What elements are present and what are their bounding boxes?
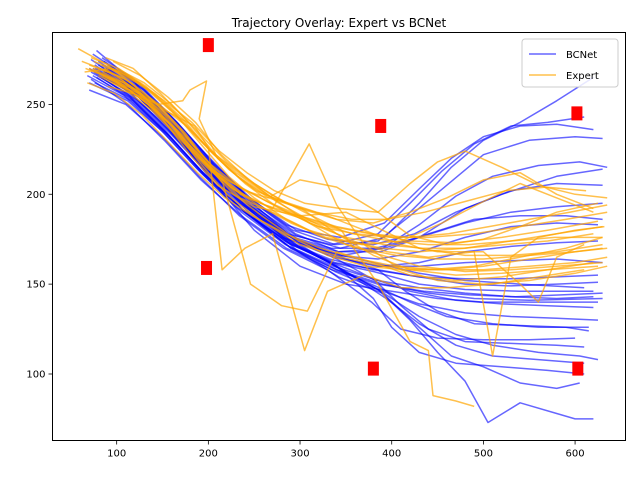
target-marker-4 [201, 260, 213, 275]
target-marker-3 [571, 106, 583, 121]
x-tick-label: 400 [382, 449, 401, 460]
x-tick-label: 200 [199, 449, 218, 460]
expert-trajectory-23 [97, 74, 608, 239]
expert-trajectory-9 [88, 67, 608, 239]
y-tick-label: 250 [26, 100, 45, 111]
expert-trajectory-18 [87, 82, 608, 271]
y-tick-label: 100 [26, 369, 45, 380]
bcnet-trajectory-16 [96, 67, 599, 260]
y-tick-label: 200 [26, 190, 45, 201]
x-tick-label: 500 [474, 449, 493, 460]
target-markers [201, 38, 584, 376]
legend: BCNet Expert [521, 38, 619, 88]
expert-trajectory-16 [112, 60, 605, 357]
expert-trajectory-5 [107, 76, 599, 246]
bcnet-trajectory-26 [90, 71, 599, 287]
expert-trajectory-17 [99, 64, 594, 224]
trajectory-lines [77, 48, 608, 424]
expert-trajectory-20 [92, 67, 594, 246]
x-tick-label: 600 [566, 449, 585, 460]
bcnet-trajectory-27 [97, 74, 599, 361]
bcnet-trajectory-29 [94, 67, 603, 267]
bcnet-trajectory-31 [92, 67, 603, 249]
x-tick-label: 300 [290, 449, 309, 460]
bcnet-trajectory-18 [97, 64, 599, 267]
x-tick-label: 100 [107, 449, 126, 460]
plot-frame [52, 32, 626, 441]
legend-label-bcnet: BCNet [566, 50, 597, 61]
x-axis-ticks: 100 200 300 400 500 600 [107, 440, 585, 460]
bcnet-trajectory-6 [97, 60, 603, 246]
target-marker-6 [572, 361, 584, 376]
target-marker-2 [375, 118, 387, 133]
expert-trajectory-19 [103, 67, 599, 276]
expert-trajectory-14 [101, 74, 599, 244]
target-marker-5 [367, 361, 379, 376]
expert-trajectory-24 [107, 80, 594, 249]
y-axis-ticks: 100 150 200 250 [26, 100, 53, 380]
target-marker-1 [202, 38, 214, 53]
chart-title: Trajectory Overlay: Expert vs BCNet [231, 16, 447, 30]
expert-trajectory-21 [116, 67, 587, 221]
legend-label-expert: Expert [566, 71, 599, 82]
y-tick-label: 150 [26, 280, 45, 291]
